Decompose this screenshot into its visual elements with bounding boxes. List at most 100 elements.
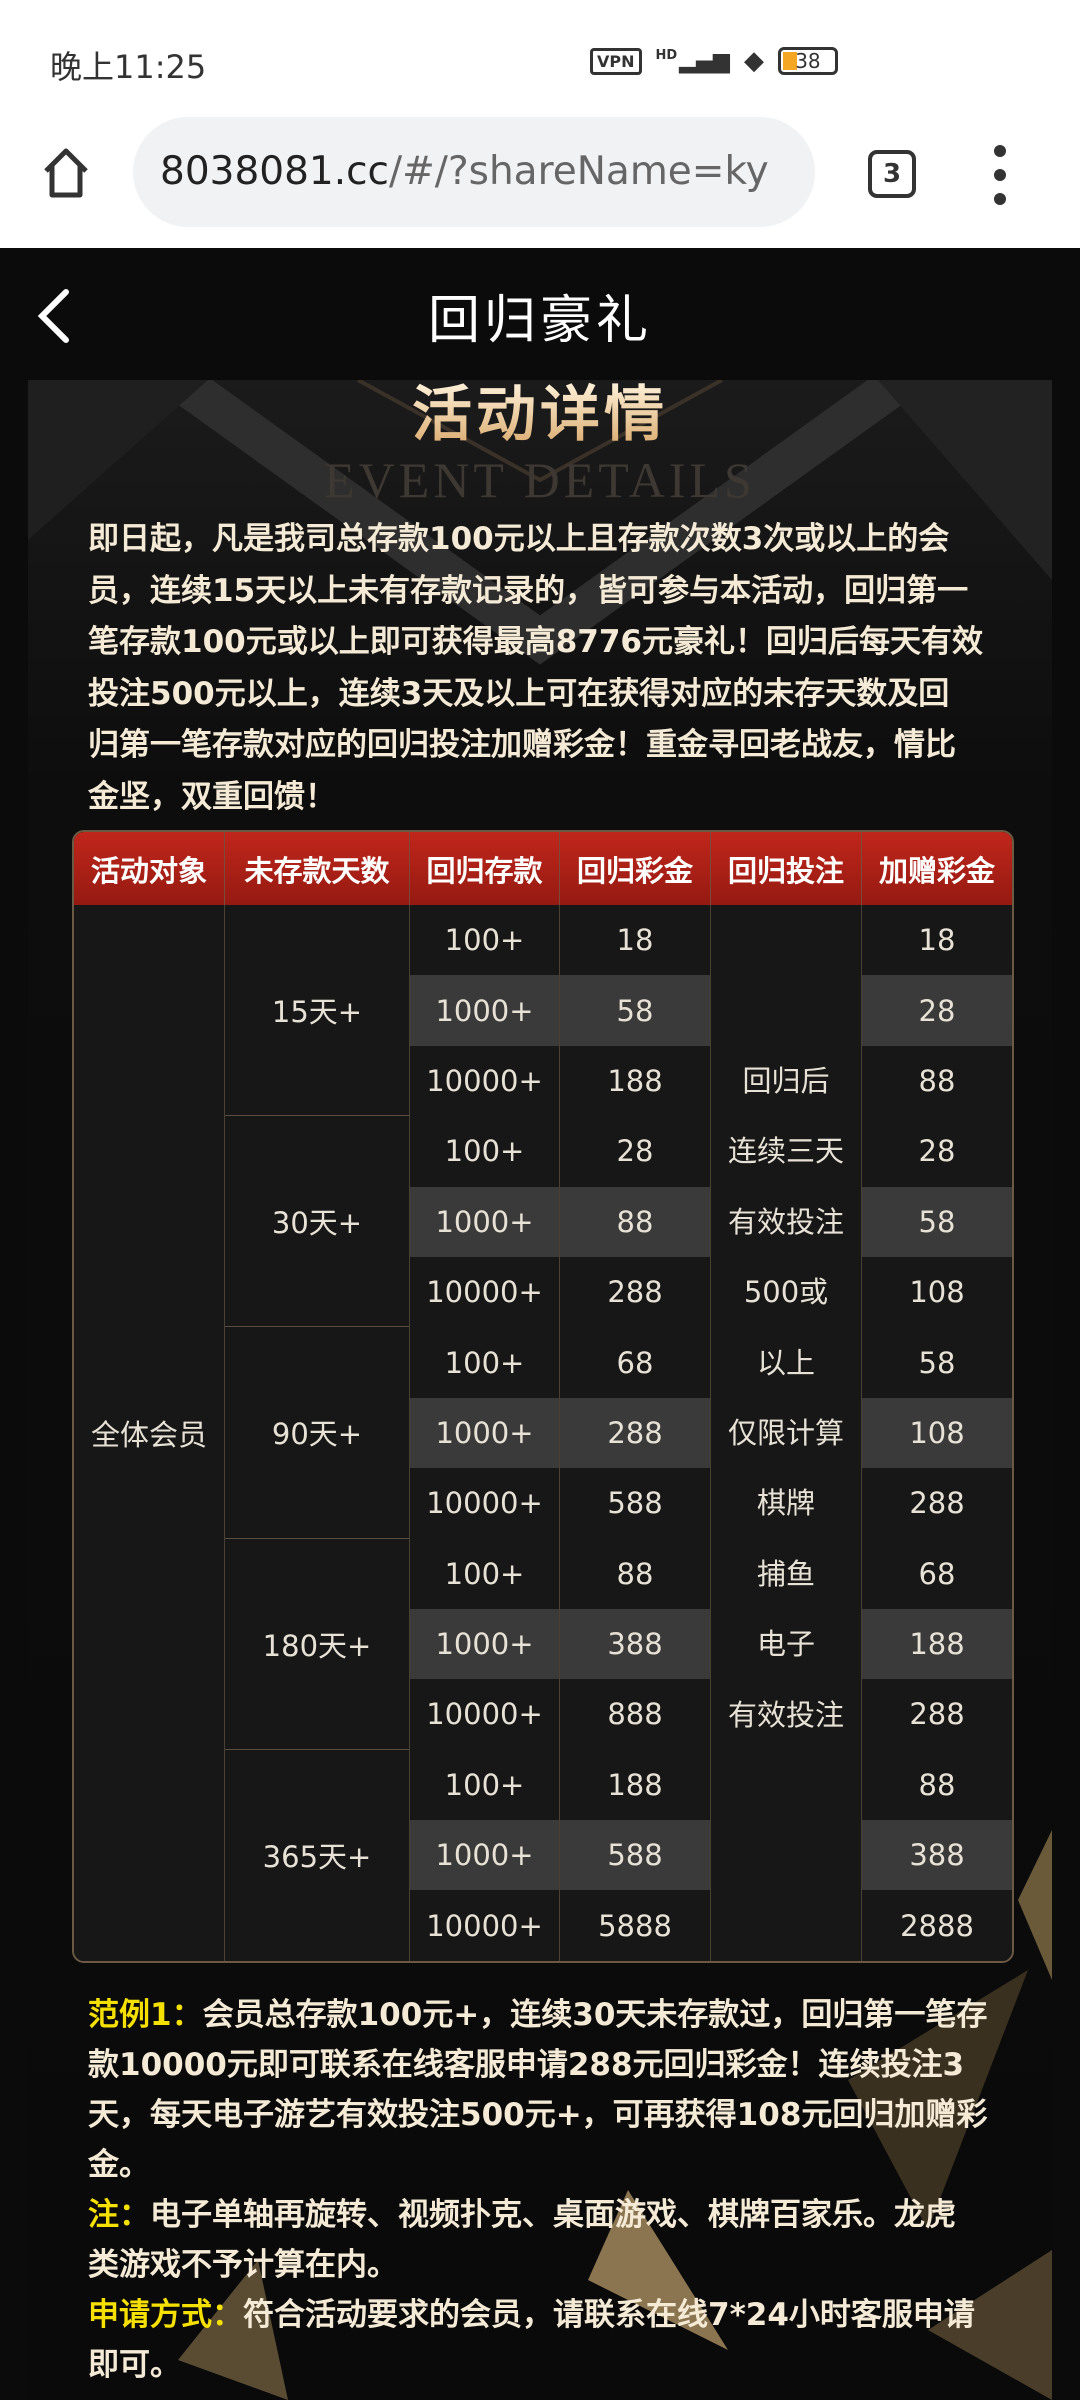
extra-bonus-cell: 88: [862, 1045, 1012, 1117]
deposit-cell: 10000+: [410, 1890, 560, 1961]
table-row: 1000+ 58 28: [74, 975, 1012, 1046]
bet-requirement-line: 连续三天: [727, 1134, 844, 1169]
extra-bonus-cell: 108: [862, 1397, 1012, 1469]
deposit-cell: 1000+: [410, 1820, 560, 1891]
deposit-cell: 100+: [410, 1327, 560, 1398]
note-line: 金。: [88, 2140, 987, 2190]
extra-bonus-cell: 28: [862, 975, 1012, 1046]
intro-line: 员，连续15天以上未有存款记录的，皆可参与本活动，回归第一: [88, 572, 969, 609]
extra-bonus-cell: 68: [862, 1538, 1012, 1609]
days-cell: 15天+: [225, 905, 410, 1117]
intro-line: 投注500元以上，连续3天及以上可在获得对应的未存天数及回: [88, 675, 950, 712]
table-row: 10000+ 188 88: [74, 1045, 1012, 1117]
table-row: 10000+ 5888 2888: [74, 1890, 1012, 1961]
section-title: 活动详情: [28, 380, 1052, 450]
bonus-cell: 288: [560, 1397, 711, 1469]
bet-requirement-line: 有效投注: [727, 1204, 844, 1239]
notes-section: 范例1：会员总存款100元+，连续30天未存款过，回归第一笔存款10000元即可…: [88, 1990, 987, 2390]
note-line: 申请方式：符合活动要求的会员，请联系在线7*24小时客服申请: [88, 2290, 987, 2340]
bet-requirement-line: 仅限计算: [727, 1415, 844, 1450]
days-cell: 180天+: [225, 1538, 410, 1750]
note-line: 类游戏不予计算在内。: [88, 2240, 987, 2290]
bet-requirement-line: 回归后: [742, 1064, 830, 1098]
intro-line: 金坚，双重回馈！: [88, 778, 336, 815]
deposit-cell: 1000+: [410, 1608, 560, 1680]
note-text: 即可。: [88, 2347, 181, 2383]
bet-requirement-line: 捕鱼: [756, 1556, 815, 1591]
battery-level: 38: [795, 49, 821, 73]
deposit-cell: 10000+: [410, 1045, 560, 1117]
note-text: 会员总存款100元+，连续30天未存款过，回归第一笔存: [202, 1997, 988, 2033]
table-row: 1000+ 88 58: [74, 1186, 1012, 1257]
extra-bonus-cell: 288: [862, 1468, 1012, 1539]
table-row: 365天+ 100+ 188 88: [74, 1749, 1012, 1961]
target-cell: 全体会员: [74, 905, 225, 1961]
intro-line: 即日起，凡是我司总存款100元以上且存款次数3次或以上的会: [88, 521, 950, 557]
intro-text: 即日起，凡是我司总存款100元以上且存款次数3次或以上的会 员，连续15天以上未有…: [88, 514, 983, 823]
url-host: 8038081.cc: [160, 149, 389, 194]
bonus-cell: 888: [560, 1679, 711, 1750]
note-line: 即可。: [88, 2340, 987, 2390]
bonus-table: 活动对象 未存款天数 回归存款 回归彩金 回归投注 加赠彩金 全体会员 15天+ 100+ 18…: [72, 830, 1014, 1963]
note-text: 金。: [88, 2147, 150, 2183]
table-row: 30天+ 100+ 28 28: [74, 1116, 1012, 1328]
bonus-cell: 68: [560, 1327, 711, 1398]
bonus-cell: 18: [560, 905, 711, 976]
browser-toolbar: 8038081.cc/#/?shareName=ky 3: [0, 115, 1080, 248]
extra-bonus-cell: 58: [862, 1186, 1012, 1257]
page-title: 回归豪礼: [427, 291, 652, 351]
note-line: 范例1：会员总存款100元+，连续30天未存款过，回归第一笔存: [88, 1990, 987, 2040]
event-details-watermark: EVENT DETAILS: [324, 452, 756, 508]
extra-bonus-cell: 388: [862, 1820, 1012, 1891]
bonus-cell: 5888: [560, 1890, 711, 1961]
note-label: 范例1：: [88, 1997, 203, 2033]
note-text: 电子单轴再旋转、视频扑克、桌面游戏、棋牌百家乐。龙虎: [150, 2197, 956, 2233]
table-row: 10000+ 888 288: [74, 1679, 1012, 1750]
home-icon[interactable]: [38, 145, 94, 201]
table-row: 1000+ 288 108: [74, 1397, 1012, 1469]
deposit-cell: 1000+: [410, 1397, 560, 1469]
note-text: 类游戏不予计算在内。: [88, 2247, 398, 2283]
days-cell: 30天+: [225, 1116, 410, 1328]
intro-line: 归第一笔存款对应的回归投注加赠彩金！重金寻回老战友，情比: [88, 727, 956, 763]
event-details-panel: 活动详情 EVENT DETAILS 即日起，凡是我司总存款100元以上且存款次…: [28, 380, 1052, 2400]
deposit-cell: 100+: [410, 905, 560, 976]
more-menu-icon[interactable]: [990, 145, 1010, 205]
app-header: 回归豪礼: [0, 248, 1080, 380]
bonus-cell: 188: [560, 1749, 711, 1821]
bet-requirement-line: 以上: [756, 1345, 815, 1380]
extra-bonus-cell: 2888: [862, 1890, 1012, 1961]
signal-icon: HD ▂▄▆: [655, 47, 730, 74]
url-path: /#/?shareName=ky: [388, 149, 769, 194]
deposit-cell: 100+: [410, 1538, 560, 1609]
deposit-cell: 10000+: [410, 1679, 560, 1750]
status-bar: 晚上11:25 VPN HD ▂▄▆ ◆ 38: [0, 0, 1080, 115]
note-text: 款10000元即可联系在线客服申请288元回归彩金！连续投注3: [88, 2047, 965, 2083]
bet-requirement-line: 有效投注: [727, 1697, 844, 1732]
table-row: 10000+ 588 288: [74, 1468, 1012, 1539]
bonus-cell: 588: [560, 1820, 711, 1891]
bonus-cell: 28: [560, 1116, 711, 1187]
deposit-cell: 1000+: [410, 1186, 560, 1257]
table-row: 180天+ 100+ 88 68: [74, 1538, 1012, 1750]
tab-switcher-button[interactable]: 3: [868, 150, 916, 198]
bonus-cell: 288: [560, 1256, 711, 1328]
extra-bonus-cell: 188: [862, 1608, 1012, 1680]
url-field[interactable]: 8038081.cc/#/?shareName=ky: [133, 117, 815, 227]
bonus-cell: 88: [560, 1538, 711, 1609]
extra-bonus-cell: 108: [862, 1256, 1012, 1328]
table-row: 1000+ 388 188: [74, 1608, 1012, 1680]
status-time: 晚上11:25: [50, 48, 207, 86]
note-line: 注：电子单轴再旋转、视频扑克、桌面游戏、棋牌百家乐。龙虎: [88, 2190, 987, 2240]
note-label: 注：: [88, 2197, 150, 2233]
table-header-cell: 未存款天数: [225, 832, 410, 905]
deposit-cell: 10000+: [410, 1468, 560, 1539]
bonus-cell: 58: [560, 975, 711, 1046]
intro-line: 笔存款100元或以上即可获得最高8776元豪礼！回归后每天有效: [88, 624, 983, 660]
note-line: 天，每天电子游艺有效投注500元+，可再获得108元回归加赠彩: [88, 2090, 987, 2140]
bonus-cell: 188: [560, 1045, 711, 1117]
extra-bonus-cell: 288: [862, 1679, 1012, 1750]
note-label: 申请方式：: [88, 2297, 243, 2333]
back-arrow-icon[interactable]: [30, 286, 80, 346]
bet-requirement-line: 500或: [743, 1275, 829, 1310]
